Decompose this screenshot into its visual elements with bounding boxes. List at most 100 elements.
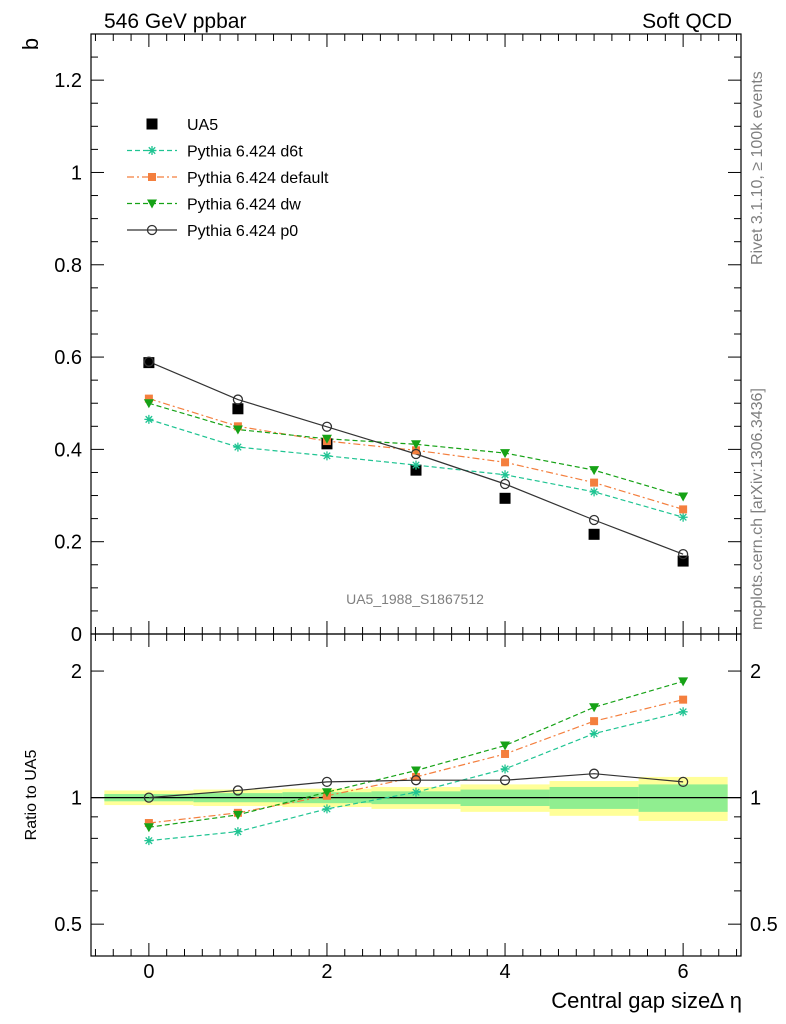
ratio-data-point [411, 766, 421, 776]
x-tick-label: 6 [678, 961, 689, 983]
data-point [410, 448, 422, 460]
data-point [143, 357, 155, 369]
legend-label: Pythia 6.424 d6t [187, 144, 303, 161]
rivet-version-label: Rivet 3.1.10, ≥ 100k events [749, 71, 766, 265]
data-point [321, 434, 332, 444]
data-point [144, 394, 153, 403]
panel-frames: 0 2 4 6 0 0.2 0.4 0.6 0.8 1 1.2 0.5 0.5 1 1 2 2 [54, 33, 778, 983]
y-tick-label: 1.2 [54, 70, 82, 92]
ratio-data-point [321, 776, 333, 788]
data-point [232, 403, 244, 415]
ratio-data-point [144, 819, 153, 828]
ratio-data-point [590, 717, 599, 726]
data-point [410, 464, 422, 476]
data-point [144, 414, 154, 424]
data-point [677, 555, 689, 567]
ratio-data-point [410, 775, 422, 786]
legend-marker [147, 146, 157, 155]
header-left: 546 GeV ppbar [104, 10, 246, 33]
legend-label: Pythia 6.424 dw [187, 197, 301, 214]
data-point [588, 528, 600, 540]
ratio-uncertainty-band [91, 776, 741, 821]
ratio-data-point [589, 729, 599, 739]
ratio-data-point [412, 772, 420, 781]
ratio-y-tick-label-right: 2 [750, 661, 761, 683]
data-point [143, 399, 154, 409]
ratio-data-point [678, 707, 688, 717]
data-point [500, 449, 511, 459]
ratio-data-point [501, 749, 510, 758]
ratio-data-point [679, 695, 688, 704]
y-tick-label: 0.2 [54, 532, 82, 554]
y-tick-label: 0.4 [54, 439, 82, 461]
ratio-data-point [411, 787, 421, 797]
data-point [411, 440, 421, 450]
data-point [412, 446, 420, 455]
data-point [411, 460, 421, 470]
data-point [678, 492, 689, 502]
legend-marker [146, 118, 158, 130]
ratio-data-point [233, 827, 243, 837]
x-tick-label: 0 [143, 961, 154, 983]
legend-marker [146, 224, 158, 236]
ratio-data-point [143, 792, 155, 803]
data-point [233, 442, 243, 452]
ratio-data-point [678, 677, 689, 687]
ratio-y-tick-label: 2 [71, 661, 82, 683]
data-point [590, 478, 599, 487]
ratio-data-point [232, 785, 244, 796]
analysis-watermark: UA5_1988_S1867512 [346, 591, 484, 607]
legend-label: Pythia 6.424 p0 [187, 223, 298, 240]
legend-label: Pythia 6.424 default [187, 170, 329, 187]
main-series [143, 356, 689, 567]
ratio-y-tick-label: 0.5 [54, 914, 82, 936]
ratio-ylabel: Ratio to UA5 [23, 750, 40, 841]
ratio-y-tick-label-right: 1 [750, 788, 761, 810]
y-tick-label: 0 [71, 624, 82, 646]
data-point [679, 505, 688, 514]
x-tick-label: 2 [321, 961, 332, 983]
legend-marker [147, 199, 157, 209]
y-tick-label: 0.8 [54, 255, 82, 277]
data-point [499, 478, 511, 490]
data-point [678, 512, 688, 522]
data-point [588, 514, 600, 526]
data-point [589, 466, 600, 476]
ratio-y-tick-label: 1 [71, 788, 82, 810]
data-point [501, 458, 510, 467]
ratio-panel [143, 677, 689, 846]
ratio-xlabel: Central gap size∆ η [551, 988, 742, 1013]
data-point [232, 394, 244, 405]
ratio-series-line [148, 773, 684, 799]
data-point [321, 421, 333, 432]
ratio-data-point [144, 836, 154, 846]
mcplots-label: mcplots.cern.ch [arXiv:1306.3436] [749, 388, 766, 630]
ratio-data-point [500, 741, 511, 751]
y-tick-label: 1 [71, 162, 82, 184]
legend-marker [148, 173, 156, 181]
legend-label: UA5 [187, 117, 218, 134]
ratio-data-point [588, 768, 600, 779]
x-tick-label: 4 [499, 961, 510, 983]
data-point [677, 549, 689, 560]
data-point [500, 470, 510, 480]
y-tick-label: 0.6 [54, 347, 82, 369]
ratio-y-tick-label-right: 0.5 [750, 914, 778, 936]
data-point [589, 487, 599, 497]
data-point [232, 425, 243, 435]
ratio-data-point [322, 804, 332, 814]
main-ylabel: b [18, 38, 43, 50]
header-right: Soft QCD [642, 10, 732, 33]
legend: UA5 Pythia 6.424 d6t Pythia 6.424 default P… [127, 117, 329, 240]
ratio-data-point [143, 823, 154, 833]
data-point [322, 451, 332, 461]
data-point [499, 492, 511, 504]
ratio-data-point [589, 703, 600, 713]
ratio-data-point [677, 776, 689, 788]
ratio-data-point [321, 788, 332, 798]
ratio-data-point [232, 810, 243, 820]
ratio-data-point [500, 764, 510, 774]
data-point [143, 356, 155, 367]
ratio-data-point [499, 775, 511, 786]
